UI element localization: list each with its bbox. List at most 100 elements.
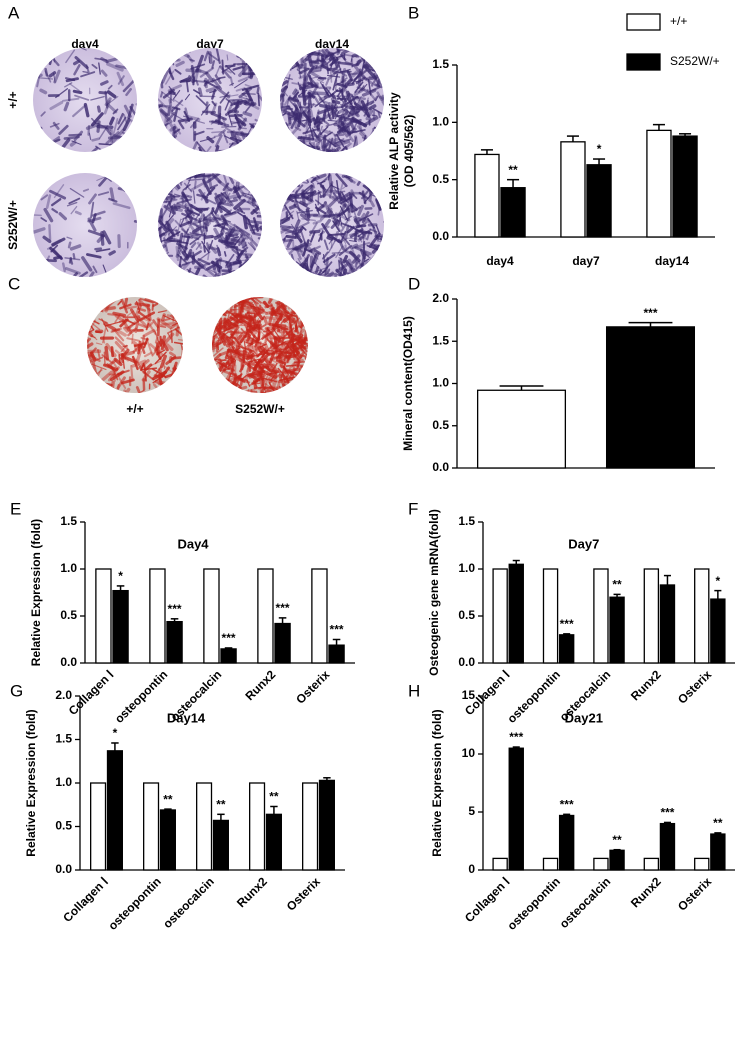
- stain: [310, 53, 317, 54]
- stain: [132, 334, 133, 343]
- stain: [183, 316, 191, 329]
- stain: [241, 174, 245, 176]
- stain: [283, 62, 290, 63]
- stain: [218, 301, 231, 302]
- x-tick-label: osteocalcin: [160, 874, 217, 931]
- y-tick-label: 1.5: [432, 57, 449, 71]
- stain: [300, 372, 301, 382]
- stain: [275, 139, 291, 140]
- stain: [252, 126, 265, 132]
- stain: [98, 383, 103, 385]
- stain: [262, 69, 271, 72]
- stain: [245, 176, 246, 182]
- stain: [223, 377, 225, 389]
- stain: [299, 308, 312, 309]
- stain: [326, 191, 339, 193]
- stain: [286, 191, 291, 195]
- stain: [125, 264, 137, 271]
- x-tick-label: osteopontin: [112, 667, 170, 725]
- stain: [167, 58, 178, 59]
- x-tick-label: Collagen Ⅰ: [66, 667, 117, 718]
- stain: [297, 151, 306, 156]
- stain: [300, 228, 303, 232]
- bar: [493, 569, 507, 663]
- stain: [349, 84, 353, 85]
- stain: [190, 60, 194, 61]
- stain: [287, 301, 289, 308]
- stain: [150, 217, 161, 219]
- x-tick-label: Osterix: [675, 667, 714, 706]
- stain: [225, 337, 226, 343]
- stain: [245, 140, 247, 147]
- stain: [305, 375, 306, 384]
- stain: [287, 50, 289, 58]
- stain: [300, 309, 305, 313]
- stain: [308, 330, 315, 339]
- y-axis-label: Mineral content(OD415): [401, 316, 415, 451]
- y-tick-label: 0.5: [458, 608, 475, 622]
- x-tick-label: Runx2: [628, 874, 664, 910]
- stain: [287, 356, 295, 357]
- stain: [221, 298, 223, 302]
- stain: [203, 215, 204, 231]
- stain: [276, 62, 290, 65]
- bar: [475, 154, 499, 237]
- stain: [306, 304, 312, 306]
- stain: [175, 379, 181, 381]
- stain: [172, 60, 173, 64]
- stain: [150, 52, 159, 65]
- x-tick-label: Osterix: [284, 874, 323, 913]
- stain: [231, 200, 237, 201]
- x-tick-label: Runx2: [628, 667, 664, 703]
- stain: [380, 271, 383, 278]
- x-tick-label: Runx2: [243, 667, 279, 703]
- stain: [33, 144, 37, 149]
- bar: [303, 783, 318, 870]
- stain: [289, 134, 293, 135]
- stain: [159, 135, 165, 145]
- stain: [327, 64, 328, 73]
- stain: [255, 263, 266, 265]
- stain: [173, 142, 176, 153]
- bar: [673, 136, 697, 237]
- stain: [255, 381, 256, 388]
- stain: [293, 306, 306, 313]
- stain: [357, 226, 365, 227]
- stain: [304, 301, 306, 311]
- image-label: S252W/+: [235, 402, 285, 416]
- bar: [501, 188, 525, 237]
- x-tick-label: day14: [655, 254, 689, 268]
- stain: [171, 381, 174, 393]
- stain: [136, 52, 143, 54]
- stain: [260, 136, 273, 144]
- stain: [293, 388, 294, 402]
- bar: [594, 569, 608, 663]
- stain: [226, 66, 235, 67]
- stain: [303, 380, 307, 393]
- stain: [167, 136, 176, 148]
- y-tick-label: 1.5: [60, 514, 77, 528]
- stain: [300, 175, 308, 179]
- stain: [286, 180, 297, 187]
- stain: [221, 393, 236, 399]
- stain: [292, 270, 296, 271]
- stain: [377, 147, 378, 151]
- stain: [281, 391, 286, 393]
- chart-title: Day4: [177, 536, 209, 551]
- stain: [358, 151, 373, 155]
- stain: [247, 137, 252, 143]
- y-tick-label: 2.0: [432, 291, 449, 305]
- bar: [493, 858, 507, 870]
- stain: [335, 274, 336, 287]
- annotation: ***: [509, 730, 523, 744]
- stain: [277, 61, 291, 64]
- stain: [303, 139, 304, 152]
- stain: [44, 144, 55, 149]
- stain: [377, 59, 380, 64]
- bar: [150, 569, 165, 663]
- stain: [130, 185, 132, 196]
- stain: [287, 177, 301, 181]
- stain: [216, 306, 226, 308]
- stain: [211, 311, 221, 314]
- stain: [261, 144, 262, 158]
